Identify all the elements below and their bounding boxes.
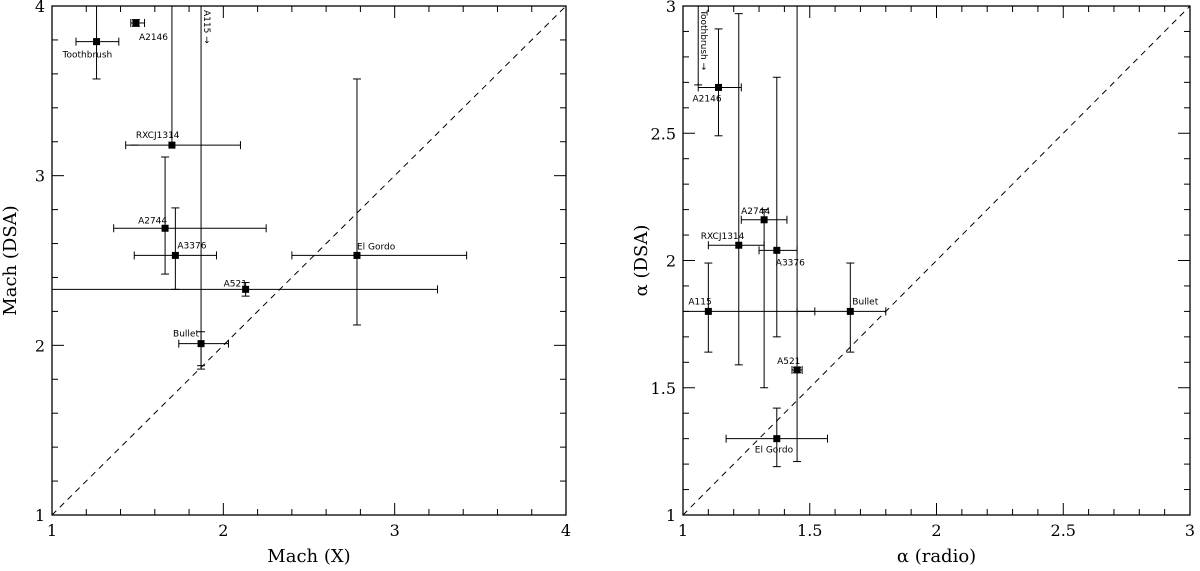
point-marker bbox=[773, 246, 781, 254]
point-marker bbox=[735, 241, 743, 249]
data-point-a2146: A2146 bbox=[692, 28, 742, 137]
one-to-one-line bbox=[51, 5, 567, 516]
y-tick-label: 3 bbox=[666, 0, 676, 16]
one-to-one-line bbox=[682, 5, 1191, 516]
data-point-a3376: A3376 bbox=[133, 207, 217, 290]
y-axis-label: Mach (DSA) bbox=[0, 205, 21, 315]
data-point-a521: A521 bbox=[52, 279, 438, 297]
y-tick-label: 4 bbox=[35, 0, 45, 16]
point-label: A521 bbox=[224, 279, 247, 289]
point-marker bbox=[132, 19, 140, 27]
data-point-unlabeled bbox=[793, 6, 802, 463]
point-label: El Gordo bbox=[755, 446, 794, 456]
x-tick-label: 1 bbox=[47, 521, 57, 540]
point-label: A3376 bbox=[776, 258, 805, 268]
x-tick-label: 3 bbox=[390, 521, 400, 540]
data-point-bullet: Bullet bbox=[796, 262, 887, 353]
y-axis-label: α (DSA) bbox=[631, 225, 652, 297]
y-tick-label: 2 bbox=[35, 336, 45, 355]
point-label: El Gordo bbox=[357, 242, 396, 252]
point-marker bbox=[773, 435, 781, 443]
point-label: RXCJ1314 bbox=[136, 131, 180, 141]
data-point-a2146: A2146 bbox=[130, 18, 168, 43]
point-marker bbox=[760, 216, 768, 224]
point-label: A115 → bbox=[201, 10, 211, 44]
point-label: A3376 bbox=[177, 241, 206, 251]
data-point-el-gordo: El Gordo bbox=[291, 78, 468, 326]
point-marker bbox=[168, 141, 176, 149]
data-point-a521: A521 bbox=[777, 357, 803, 374]
data-point-a115: A115 → bbox=[197, 6, 211, 367]
point-marker bbox=[242, 285, 250, 293]
point-label: A115 bbox=[688, 297, 711, 307]
data-point-toothbrush: Toothbrush → bbox=[694, 6, 708, 86]
data-point-a3376: A3376 bbox=[758, 76, 805, 338]
point-label: Toothbrush bbox=[62, 51, 113, 61]
x-axis-label: Mach (X) bbox=[267, 546, 350, 567]
point-label: RXCJ1314 bbox=[701, 232, 745, 242]
plot-frame bbox=[51, 5, 567, 516]
spectral-index-comparison-panel: 1 1.5 2 2.5 3 1 1.5 2 2.5 3 α (radio) α (DSA) Toothb… bbox=[631, 0, 1195, 567]
point-marker bbox=[93, 38, 101, 46]
point-marker bbox=[714, 83, 722, 91]
point-label: Bullet bbox=[852, 297, 878, 307]
point-marker bbox=[171, 251, 179, 259]
point-label: A2146 bbox=[692, 94, 721, 104]
x-tick-label: 2 bbox=[218, 521, 228, 540]
point-label: A2146 bbox=[139, 33, 168, 43]
point-label: A2744 bbox=[741, 207, 770, 217]
y-tick-label: 1 bbox=[35, 506, 45, 525]
data-point-rxcj1314: RXCJ1314 bbox=[701, 13, 765, 366]
point-marker bbox=[704, 307, 712, 315]
point-marker bbox=[161, 224, 169, 232]
x-tick-label: 2.5 bbox=[1051, 521, 1076, 540]
point-marker bbox=[353, 251, 361, 259]
x-axis-label: α (radio) bbox=[897, 546, 976, 567]
x-tick-label: 3 bbox=[1185, 521, 1195, 540]
data-point-rxcj1314: RXCJ1314 bbox=[125, 6, 241, 150]
point-label: Toothbrush → bbox=[698, 9, 708, 71]
y-tick-label: 1.5 bbox=[651, 379, 676, 398]
y-tick-label: 2.5 bbox=[651, 124, 676, 143]
y-tick-label: 3 bbox=[35, 167, 45, 186]
x-tick-label: 1.5 bbox=[797, 521, 822, 540]
point-label: Bullet bbox=[173, 330, 199, 340]
x-tick-label: 1 bbox=[678, 521, 688, 540]
data-point-a115: A115 bbox=[683, 262, 816, 353]
data-point-toothbrush: Toothbrush bbox=[62, 6, 120, 80]
data-point-a2744: A2744 bbox=[113, 156, 267, 275]
point-marker bbox=[846, 307, 854, 315]
point-label: A521 bbox=[777, 357, 800, 367]
point-label: A2744 bbox=[138, 216, 167, 226]
x-tick-label: 2 bbox=[931, 521, 941, 540]
data-point-el-gordo: El Gordo bbox=[725, 407, 828, 468]
x-tick-label: 4 bbox=[561, 521, 571, 540]
y-tick-label: 1 bbox=[666, 506, 676, 525]
mach-comparison-panel: 1 2 3 4 1 2 3 4 Mach (X) Mach (DSA) Toothbrush A214… bbox=[0, 0, 571, 567]
y-tick-label: 2 bbox=[666, 252, 676, 271]
